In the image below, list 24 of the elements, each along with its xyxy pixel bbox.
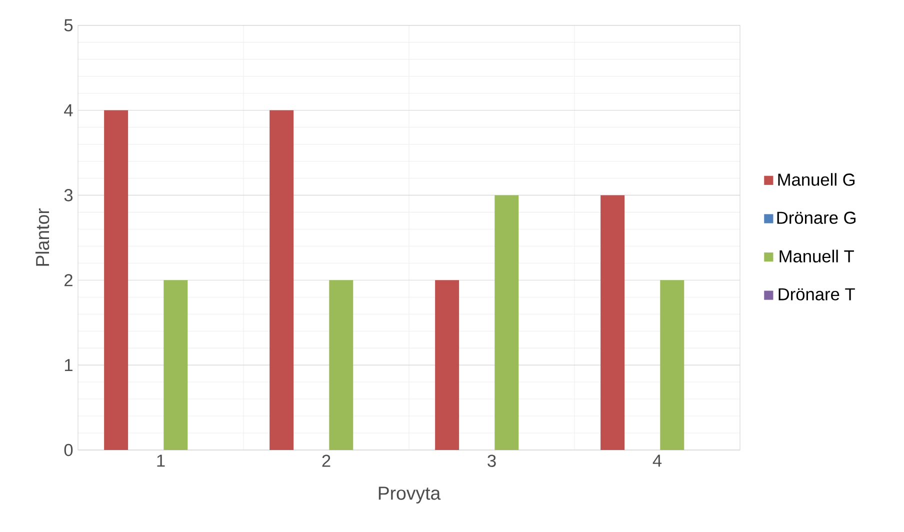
y-tick-label: 5 [64, 19, 73, 32]
legend-label: Manuell T [780, 250, 854, 262]
x-axis-title: Provyta [378, 486, 441, 504]
bar [164, 280, 188, 450]
y-axis-title: Plantor [35, 208, 50, 266]
x-tick-label: 4 [652, 454, 662, 467]
bar [494, 195, 519, 450]
y-tick-label: 4 [64, 104, 73, 116]
x-tick-label: 1 [157, 454, 165, 467]
y-tick-label: 2 [64, 274, 72, 286]
bar [329, 280, 354, 450]
y-tick-label: 1 [64, 359, 72, 372]
y-tick-label: 3 [64, 189, 73, 202]
x-tick-label: 3 [488, 454, 496, 467]
bar [600, 195, 625, 450]
bar [104, 110, 128, 450]
legend-label: Drönare G [777, 212, 856, 224]
bar [660, 280, 684, 450]
bar [435, 280, 460, 450]
y-tick-label: 0 [64, 444, 73, 456]
x-tick-label: 2 [322, 454, 330, 467]
legend-label: Manuell G [778, 173, 855, 186]
bar [270, 110, 294, 450]
legend-label: Drönare T [778, 288, 855, 300]
